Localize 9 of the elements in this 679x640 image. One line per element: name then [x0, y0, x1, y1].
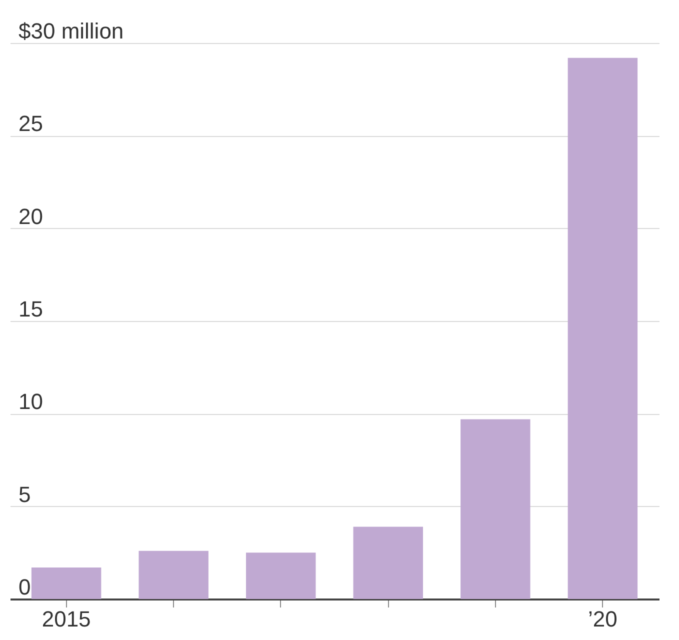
y-tick-label: $30 million	[18, 18, 124, 44]
x-tick-label: ’20	[588, 606, 618, 632]
x-tick-label: 2015	[42, 606, 91, 632]
y-tick-label: 25	[18, 111, 43, 136]
y-tick-label: 20	[18, 204, 43, 229]
y-tick-label: 15	[18, 296, 43, 322]
y-tick-label: 5	[18, 482, 31, 507]
y-tick-label: 0	[18, 574, 31, 600]
y-tick-label: 10	[18, 389, 43, 414]
